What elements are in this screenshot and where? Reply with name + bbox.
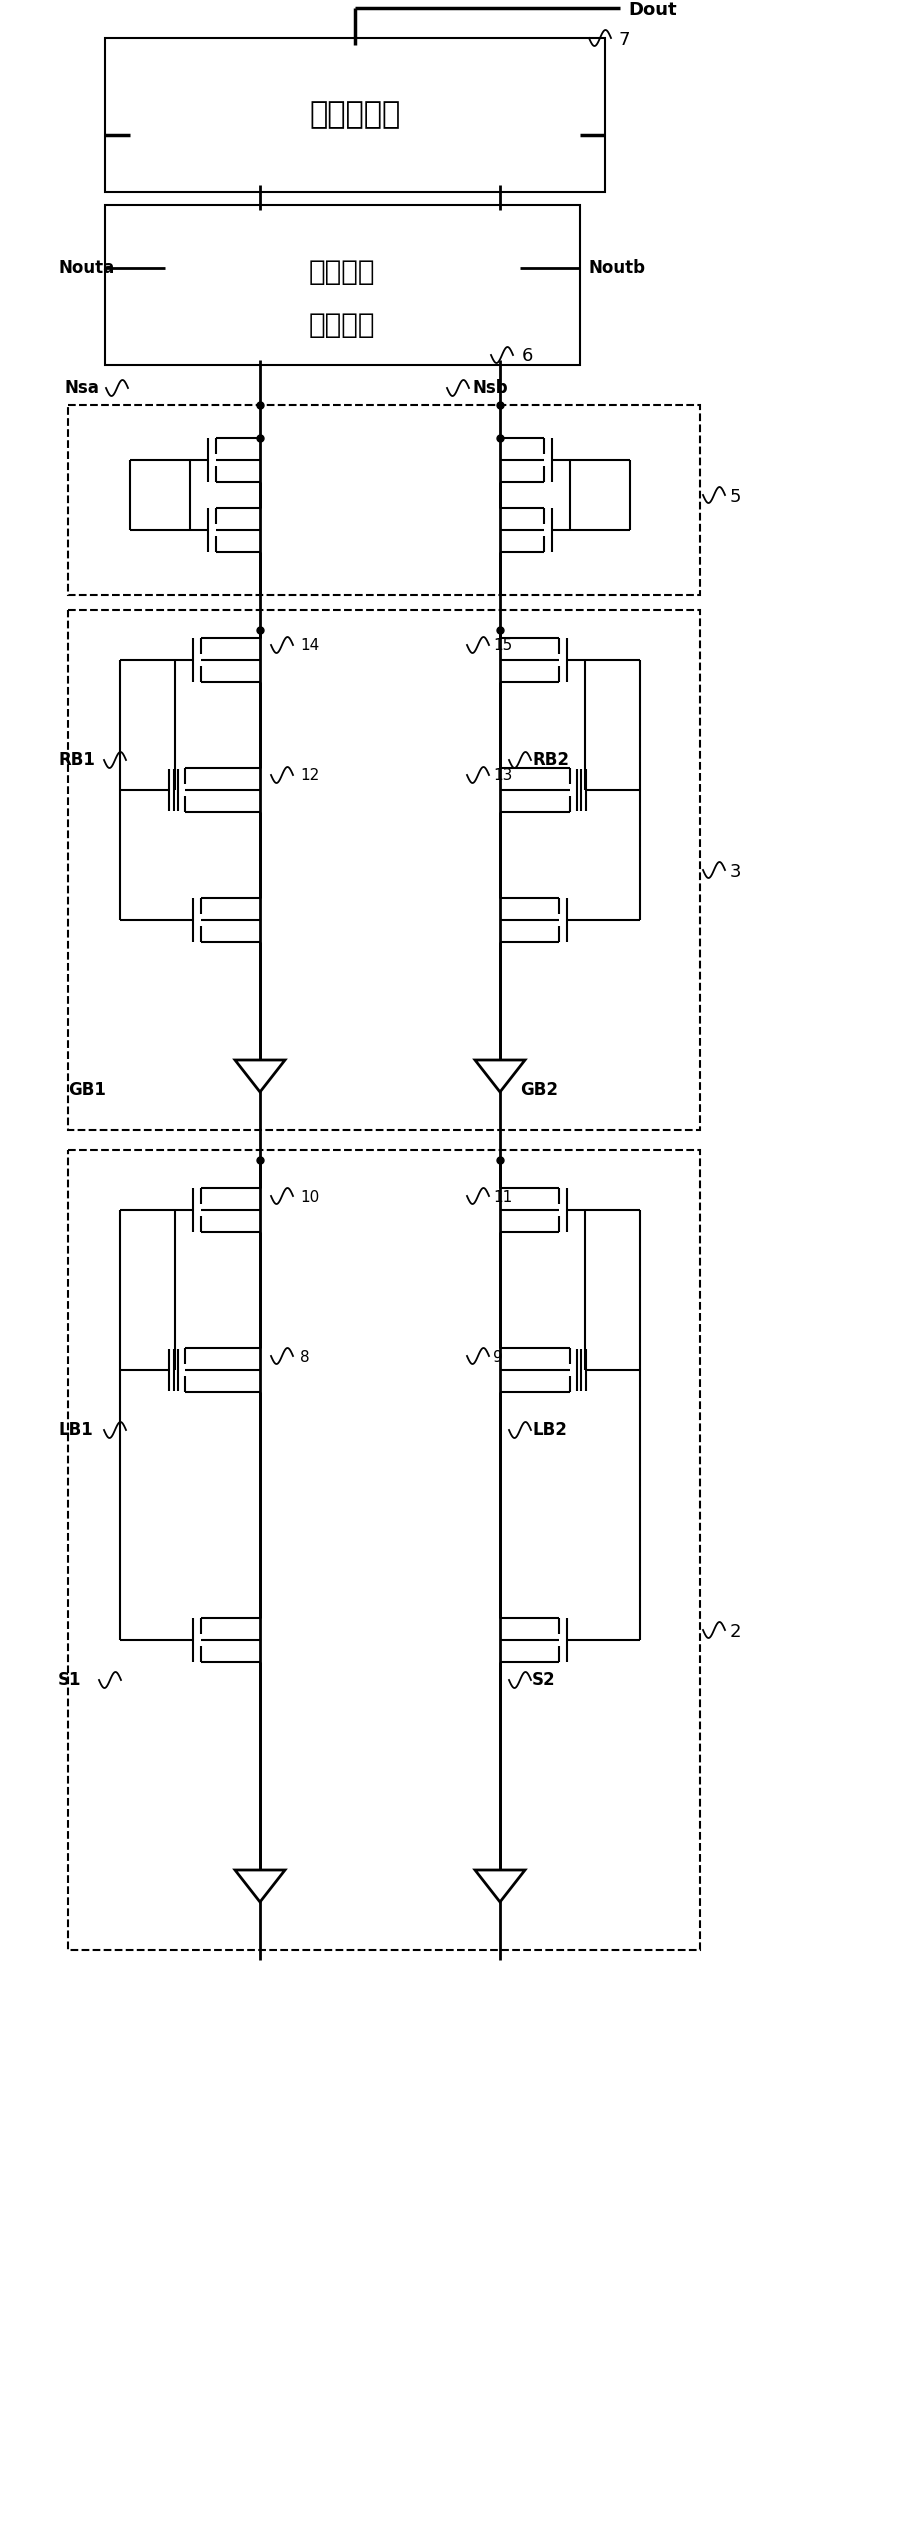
Text: S2: S2	[532, 1670, 556, 1688]
Polygon shape	[235, 1871, 285, 1901]
Text: S1: S1	[58, 1670, 82, 1688]
Text: 9: 9	[493, 1350, 503, 1365]
Polygon shape	[475, 1871, 525, 1901]
Bar	[68, 1150, 700, 1949]
Text: 5: 5	[730, 487, 742, 505]
Text: 13: 13	[493, 769, 513, 784]
Text: Nsb: Nsb	[472, 378, 507, 396]
Text: 感应放大器: 感应放大器	[310, 102, 401, 129]
Bar	[105, 38, 605, 193]
Text: Nouta: Nouta	[58, 259, 114, 277]
Text: 施加电路: 施加电路	[309, 312, 375, 340]
Text: LB1: LB1	[58, 1421, 92, 1439]
Text: 10: 10	[300, 1190, 320, 1206]
Text: RB2: RB2	[532, 751, 569, 769]
Bar	[165, 211, 520, 360]
Text: 12: 12	[300, 769, 320, 784]
Text: 7: 7	[618, 30, 629, 48]
Text: Nsa: Nsa	[65, 378, 100, 396]
Text: 15: 15	[493, 640, 512, 652]
Bar	[68, 609, 700, 1129]
Text: 11: 11	[493, 1190, 512, 1206]
Text: 6: 6	[522, 348, 533, 365]
Polygon shape	[475, 1061, 525, 1091]
Text: LB2: LB2	[532, 1421, 567, 1439]
Text: 14: 14	[300, 640, 320, 652]
Text: Dout: Dout	[628, 0, 676, 18]
Text: 3: 3	[730, 863, 742, 881]
Bar	[105, 206, 580, 365]
Text: GB1: GB1	[68, 1081, 106, 1099]
Text: Noutb: Noutb	[588, 259, 645, 277]
Text: 偏置电压: 偏置电压	[309, 259, 375, 287]
Text: 8: 8	[300, 1350, 310, 1365]
Text: RB1: RB1	[58, 751, 95, 769]
Text: GB2: GB2	[520, 1081, 558, 1099]
Bar	[130, 46, 580, 185]
Polygon shape	[235, 1061, 285, 1091]
Text: 2: 2	[730, 1622, 742, 1642]
Bar	[68, 406, 700, 594]
